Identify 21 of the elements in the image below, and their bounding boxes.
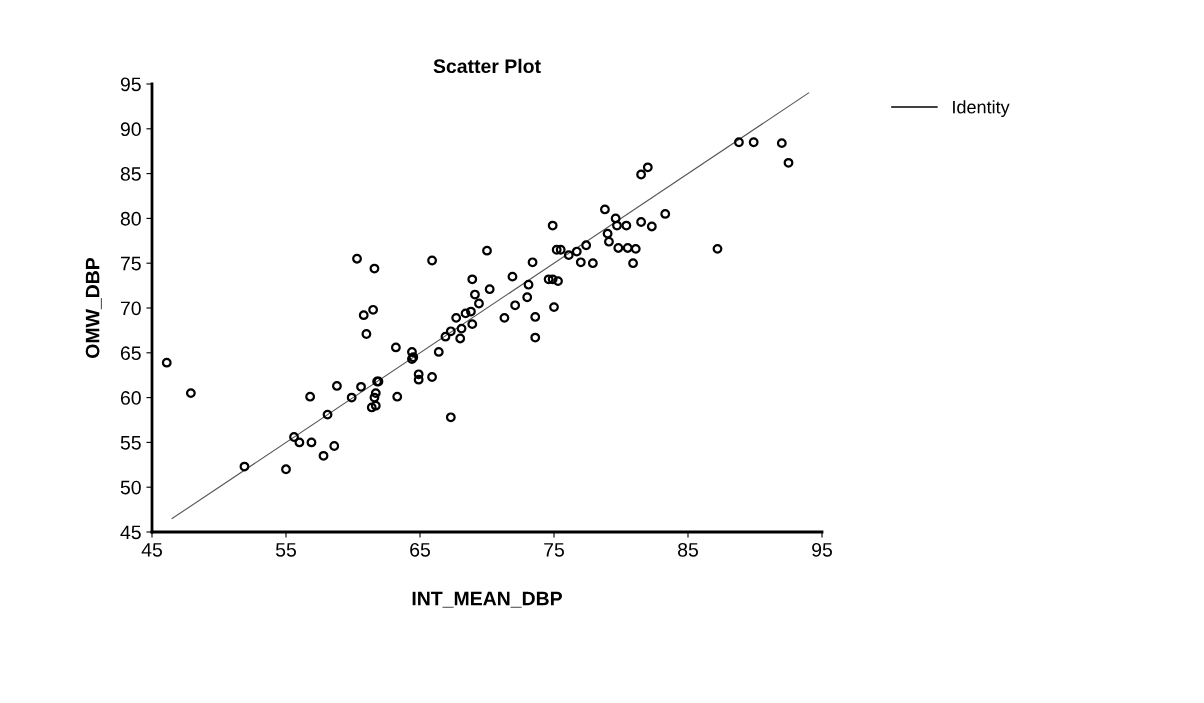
x-tick-label: 45 xyxy=(141,543,162,557)
y-tick-label: 65 xyxy=(120,346,141,361)
y-tick-label: 70 xyxy=(120,301,141,316)
y-tick-label: 75 xyxy=(120,256,141,271)
y-tick-label: 80 xyxy=(120,211,141,226)
y-axis-title: OMW_DBP xyxy=(85,257,102,358)
y-tick-label: 45 xyxy=(120,525,141,540)
x-tick-label: 75 xyxy=(544,543,564,557)
y-tick-label: 85 xyxy=(120,167,141,181)
text: Identity xyxy=(953,100,1010,118)
x-tick-label: 55 xyxy=(275,543,296,557)
x-axis-title: INT_MEAN_DBP xyxy=(412,591,562,608)
y-tick-label: 60 xyxy=(120,391,141,405)
y-tick-label: 90 xyxy=(120,122,141,137)
chart-title: Scatter Plot xyxy=(433,58,541,74)
y-tick-label: 55 xyxy=(120,436,141,450)
x-tick-label: 65 xyxy=(410,542,430,557)
x-tick-label: 95 xyxy=(812,542,832,557)
x-tick-label: 85 xyxy=(678,542,698,557)
y-tick-label: 95 xyxy=(120,77,141,92)
y-tick-label: 50 xyxy=(120,480,141,495)
